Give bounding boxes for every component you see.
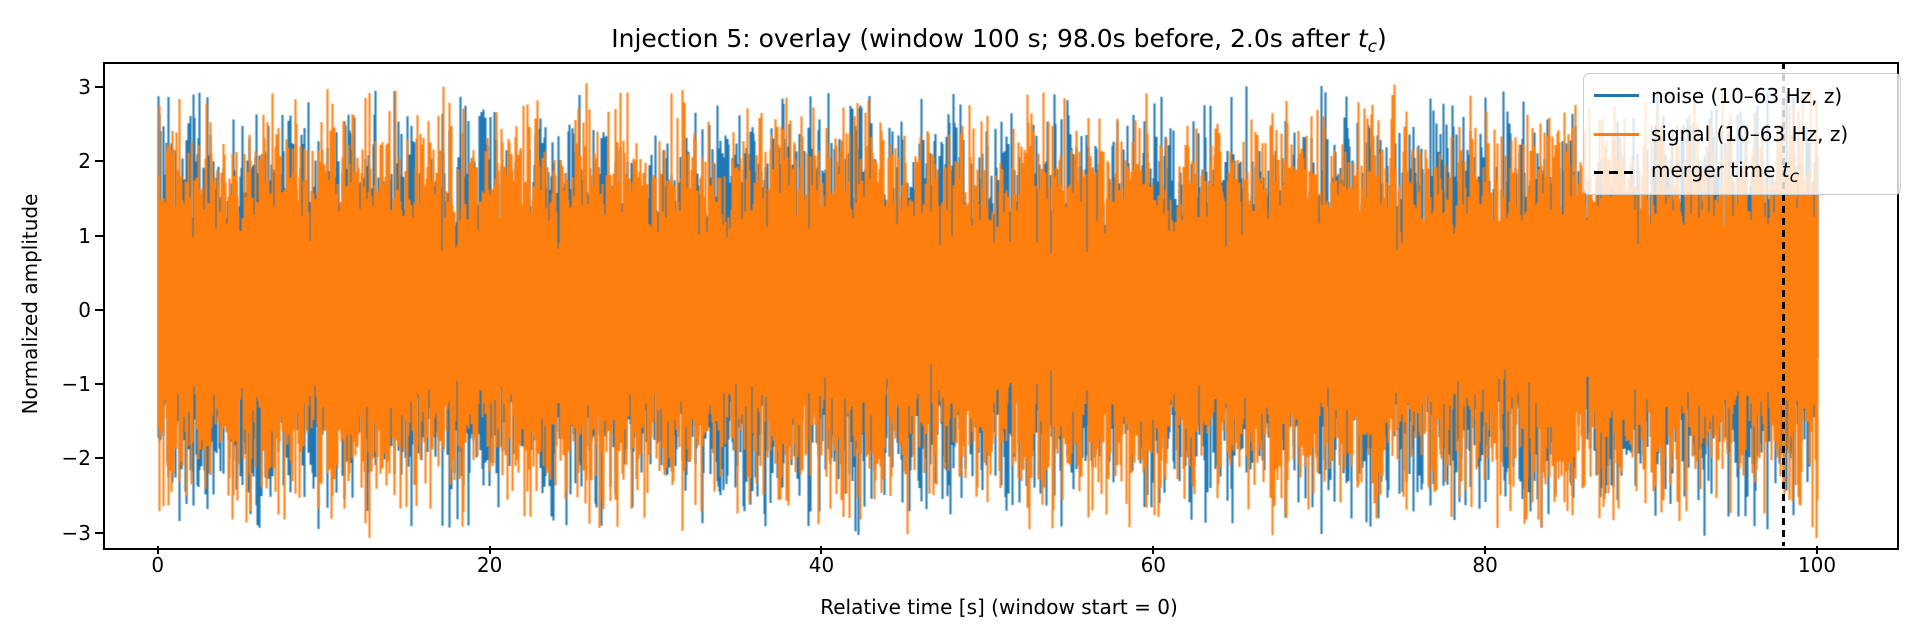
y-tick-mark (95, 457, 103, 460)
y-tick-mark (95, 86, 103, 89)
y-tick-mark (95, 308, 103, 311)
chart-title: Injection 5: overlay (window 100 s; 98.0… (103, 23, 1895, 63)
x-tick-label: 100 (1797, 553, 1837, 577)
legend-label: signal (10–63 Hz, z) (1651, 122, 1849, 146)
y-tick-label: 3 (78, 75, 91, 100)
legend-line-sample (1594, 132, 1639, 136)
legend-math-sub: c (1789, 167, 1799, 187)
legend: noise (10–63 Hz, z) signal (10–63 Hz, z) m… (1583, 73, 1901, 195)
y-tick-mark (95, 531, 103, 534)
chart-title-math-sub: c (1367, 37, 1377, 57)
x-tick-label: 40 (808, 553, 835, 577)
legend-label: noise (10–63 Hz, z) (1651, 83, 1843, 108)
x-tick-label: 80 (1472, 553, 1498, 577)
y-tick-mark (95, 383, 103, 386)
legend-entry: merger time tc (1594, 158, 1890, 187)
merger-time-vline (1782, 62, 1786, 546)
x-tick-mark (820, 546, 823, 554)
y-tick-label: −2 (61, 446, 91, 471)
y-axis-label: Normalized amplitude (18, 193, 42, 415)
y-tick-label: 1 (78, 223, 91, 248)
x-tick-mark (1484, 546, 1487, 554)
y-tick-mark (95, 160, 103, 163)
y-tick-label: 2 (78, 149, 91, 174)
y-tick-mark (95, 234, 103, 237)
chart-title-math-var: t (1357, 24, 1368, 53)
x-axis-label: Relative time [s] (window start = 0) (820, 595, 1178, 619)
x-tick-label: 20 (476, 553, 503, 577)
chart-title-suffix: ) (1376, 24, 1387, 53)
legend-math-var: t (1781, 158, 1790, 182)
legend-entry: noise (10–63 Hz, z) (1594, 81, 1890, 110)
x-tick-label: 0 (151, 553, 165, 577)
x-tick-mark (1816, 546, 1818, 554)
x-tick-mark (1152, 546, 1155, 554)
x-tick-mark (156, 546, 159, 554)
y-tick-label: −3 (61, 520, 91, 545)
legend-entry: signal (10–63 Hz, z) (1594, 120, 1890, 149)
x-tick-label: 60 (1140, 553, 1167, 577)
chart-title-text: Injection 5: overlay (window 100 s; 98.0… (611, 24, 1358, 53)
x-tick-mark (488, 546, 491, 554)
legend-line-sample (1594, 94, 1639, 97)
y-tick-label: −1 (61, 372, 91, 397)
legend-dashed-line-sample (1594, 171, 1639, 174)
y-tick-label: 0 (78, 297, 91, 322)
legend-label: merger time tc (1651, 158, 1799, 187)
